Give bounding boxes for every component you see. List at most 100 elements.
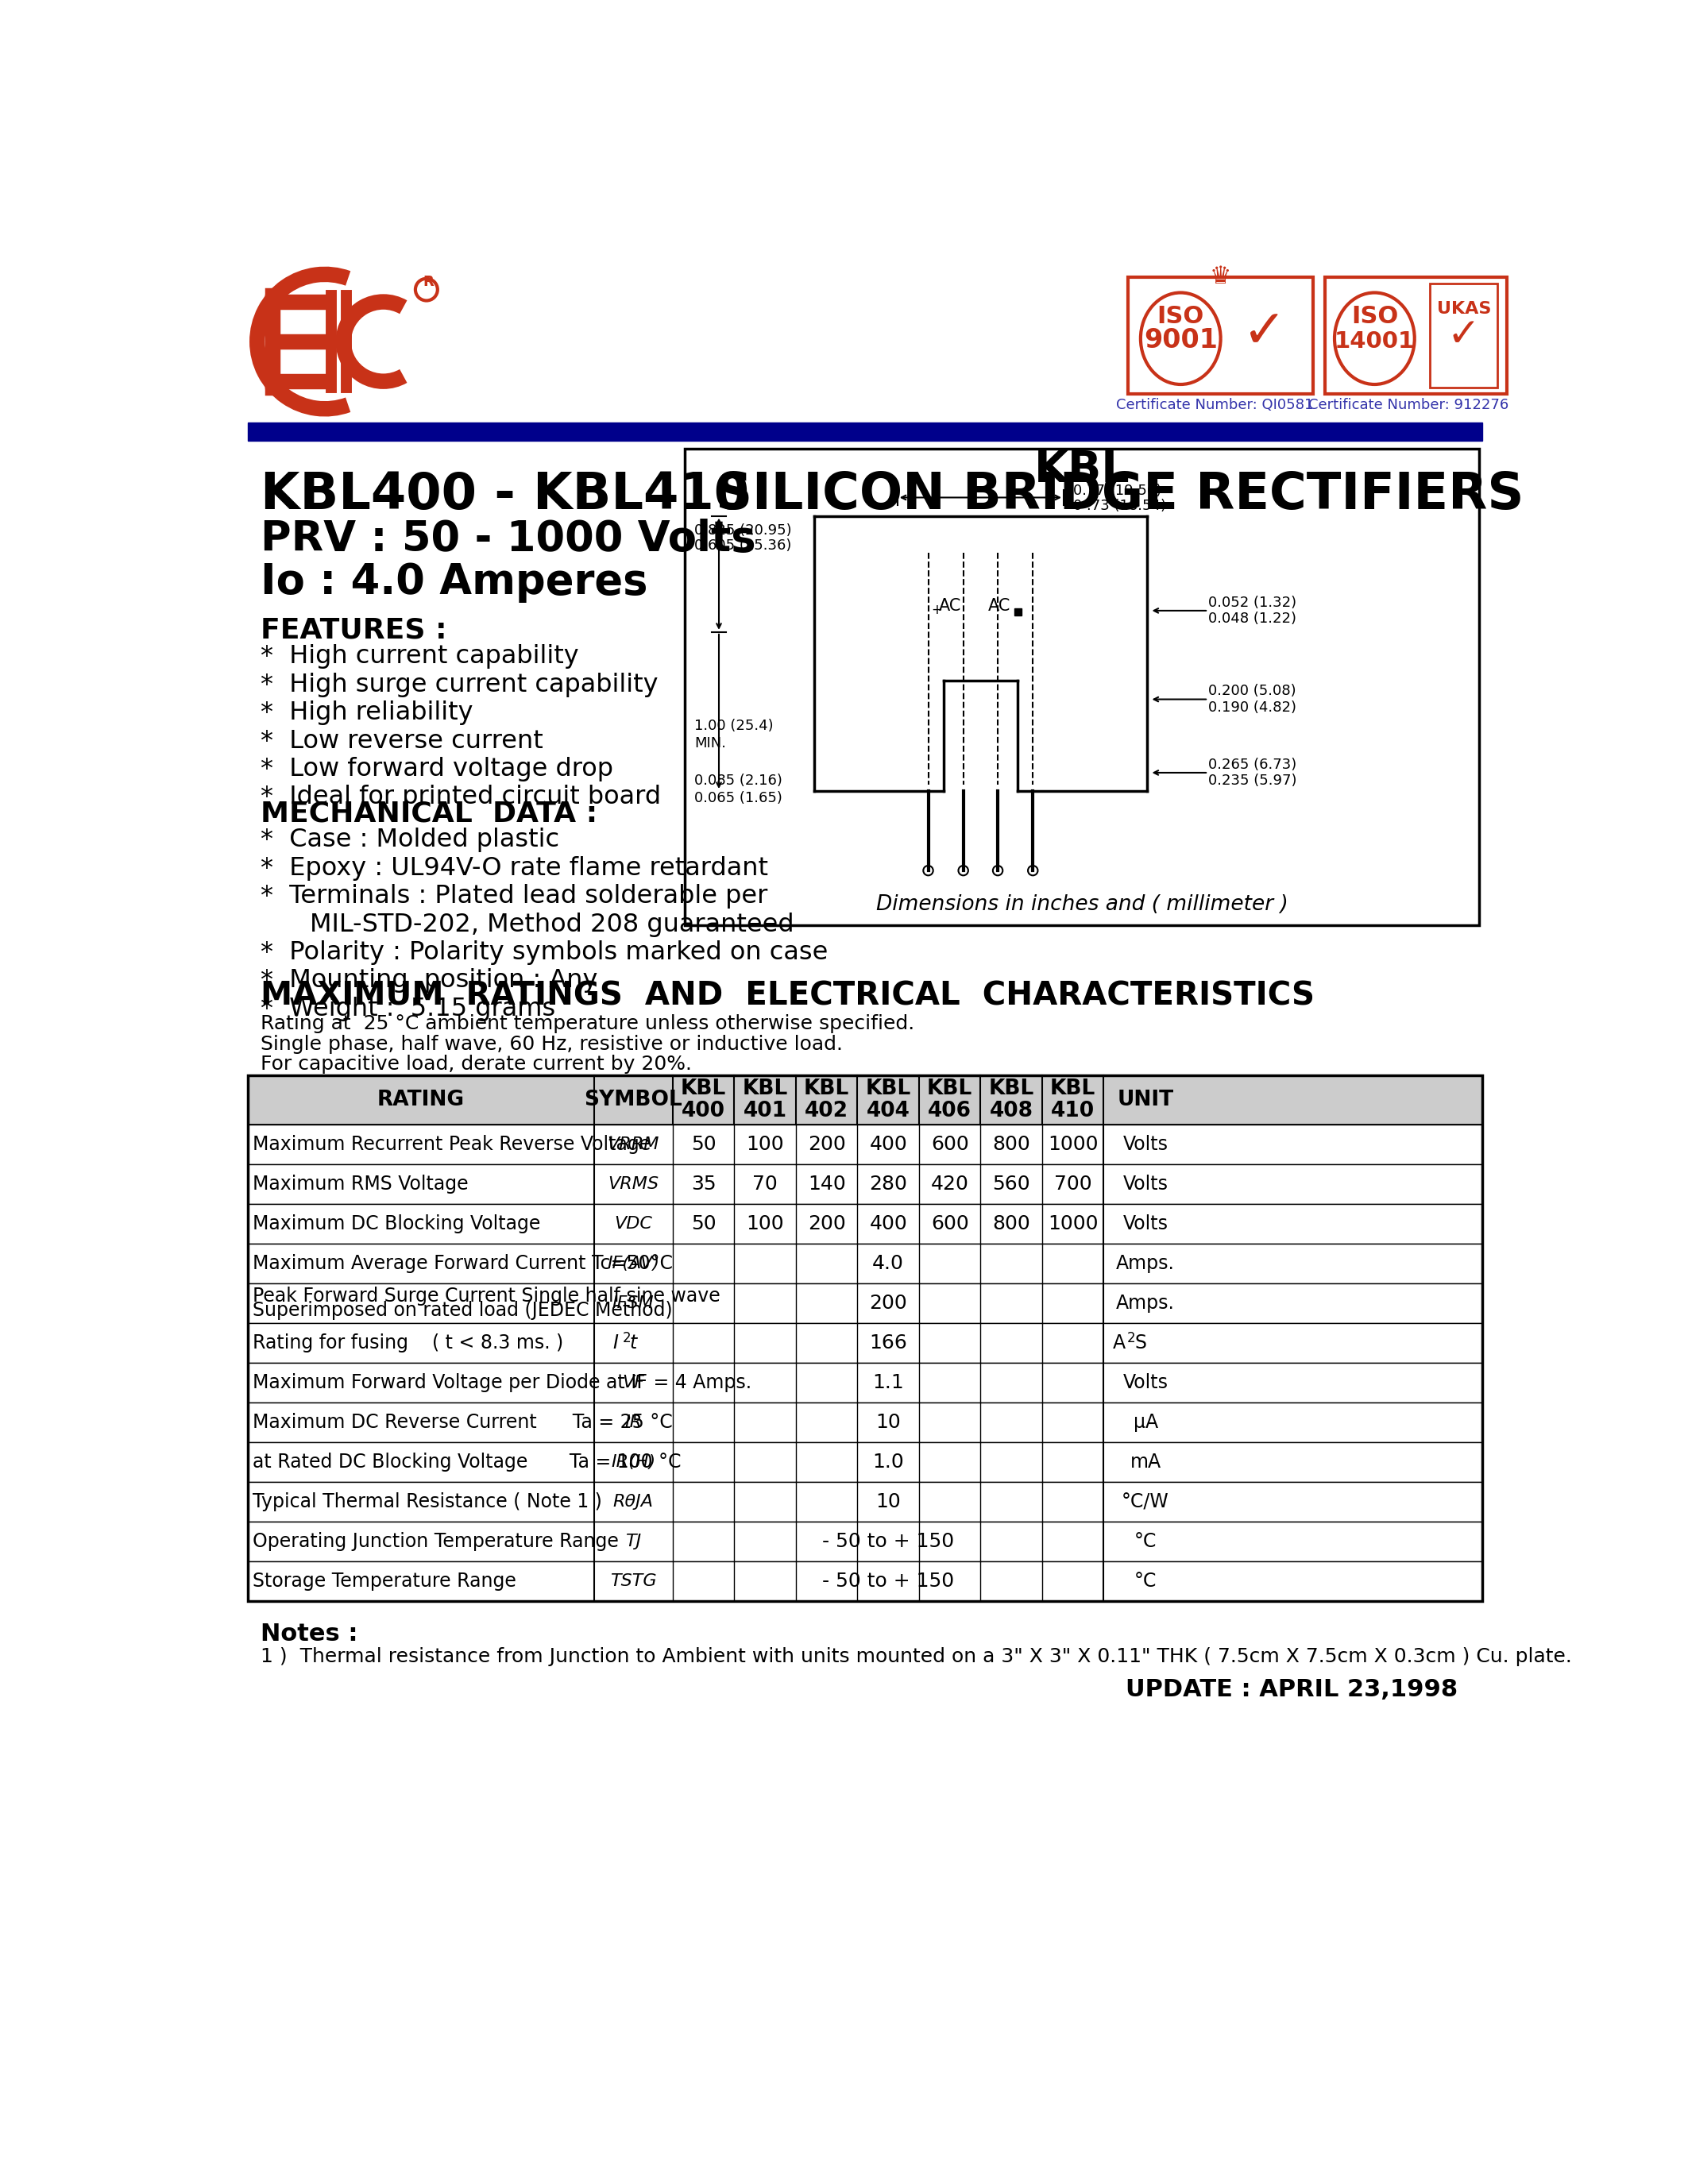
Text: Volts: Volts bbox=[1123, 1374, 1168, 1391]
Text: VRMS: VRMS bbox=[608, 1175, 658, 1192]
Text: - 50 to + 150: - 50 to + 150 bbox=[822, 1533, 954, 1551]
Text: Certificate Number: QI0581: Certificate Number: QI0581 bbox=[1116, 397, 1313, 413]
Text: 2: 2 bbox=[1128, 1330, 1136, 1345]
Bar bbox=[248, 422, 1482, 441]
Text: 35: 35 bbox=[690, 1175, 716, 1192]
Text: *  Weight :  5.15 grams: * Weight : 5.15 grams bbox=[260, 996, 555, 1022]
Bar bbox=[248, 1402, 1482, 1441]
Text: ♛: ♛ bbox=[1210, 264, 1232, 288]
Text: KBL
404: KBL 404 bbox=[866, 1079, 912, 1120]
Bar bbox=[248, 1203, 1482, 1243]
Text: Volts: Volts bbox=[1123, 1136, 1168, 1153]
Text: KBL400 - KBL410: KBL400 - KBL410 bbox=[260, 470, 749, 520]
Text: ISO: ISO bbox=[1156, 306, 1204, 328]
Text: UPDATE : APRIL 23,1998: UPDATE : APRIL 23,1998 bbox=[1126, 1677, 1458, 1701]
Text: IF(AV): IF(AV) bbox=[608, 1256, 660, 1271]
Text: Maximum Recurrent Peak Reverse Voltage: Maximum Recurrent Peak Reverse Voltage bbox=[253, 1136, 652, 1153]
Text: UKAS: UKAS bbox=[1436, 301, 1491, 317]
Text: ✓: ✓ bbox=[1242, 306, 1286, 358]
Bar bbox=[248, 1522, 1482, 1562]
Text: KBL
402: KBL 402 bbox=[803, 1079, 849, 1120]
Text: 200: 200 bbox=[807, 1214, 846, 1234]
Text: PRV : 50 - 1000 Volts: PRV : 50 - 1000 Volts bbox=[260, 520, 756, 561]
Bar bbox=[248, 1441, 1482, 1483]
Text: Maximum Forward Voltage per Diode at IF = 4 Amps.: Maximum Forward Voltage per Diode at IF … bbox=[253, 1374, 751, 1391]
Text: S: S bbox=[1134, 1334, 1146, 1352]
Text: 50: 50 bbox=[690, 1214, 716, 1234]
Text: VDC: VDC bbox=[614, 1216, 652, 1232]
Text: 560: 560 bbox=[993, 1175, 1030, 1192]
Text: Io : 4.0 Amperes: Io : 4.0 Amperes bbox=[260, 561, 648, 603]
Bar bbox=[248, 1483, 1482, 1522]
Text: 50: 50 bbox=[690, 1136, 716, 1153]
Bar bbox=[685, 448, 1479, 926]
Text: AC: AC bbox=[939, 598, 960, 614]
Text: *  Mounting  position : Any: * Mounting position : Any bbox=[260, 968, 598, 994]
Text: *  Ideal for printed circuit board: * Ideal for printed circuit board bbox=[260, 784, 660, 810]
Text: Maximum DC Blocking Voltage: Maximum DC Blocking Voltage bbox=[253, 1214, 540, 1234]
Text: IR(H): IR(H) bbox=[611, 1455, 655, 1470]
Text: VRRM: VRRM bbox=[608, 1136, 660, 1153]
Text: *  Low forward voltage drop: * Low forward voltage drop bbox=[260, 758, 613, 782]
Text: ISO: ISO bbox=[1350, 306, 1398, 328]
Bar bbox=[248, 1075, 1482, 1601]
Text: 0 .73 (18.54): 0 .73 (18.54) bbox=[1074, 498, 1166, 513]
Bar bbox=[248, 1284, 1482, 1324]
Text: *  Terminals : Plated lead solderable per: * Terminals : Plated lead solderable per bbox=[260, 885, 768, 909]
Text: 166: 166 bbox=[869, 1334, 906, 1352]
Text: 0.065 (1.65): 0.065 (1.65) bbox=[694, 791, 782, 806]
Text: °C: °C bbox=[1134, 1533, 1156, 1551]
Text: Volts: Volts bbox=[1123, 1175, 1168, 1192]
Text: 0.265 (6.73): 0.265 (6.73) bbox=[1209, 758, 1296, 771]
Text: 10: 10 bbox=[876, 1413, 901, 1433]
Text: Notes :: Notes : bbox=[260, 1623, 358, 1647]
Text: R: R bbox=[422, 275, 434, 288]
Text: MAXIMUM  RATINGS  AND  ELECTRICAL  CHARACTERISTICS: MAXIMUM RATINGS AND ELECTRICAL CHARACTER… bbox=[260, 981, 1315, 1013]
Text: °C/W: °C/W bbox=[1123, 1492, 1170, 1511]
Text: 10: 10 bbox=[876, 1492, 901, 1511]
Text: RθJA: RθJA bbox=[613, 1494, 653, 1509]
Text: 0.085 (2.16): 0.085 (2.16) bbox=[694, 773, 782, 788]
Text: KBL: KBL bbox=[1035, 450, 1129, 491]
Text: 1 )  Thermal resistance from Junction to Ambient with units mounted on a 3" X 3": 1 ) Thermal resistance from Junction to … bbox=[260, 1647, 1572, 1666]
Text: AC: AC bbox=[987, 598, 1009, 614]
Text: *  Epoxy : UL94V-O rate flame retardant: * Epoxy : UL94V-O rate flame retardant bbox=[260, 856, 768, 880]
Text: Volts: Volts bbox=[1123, 1214, 1168, 1234]
Text: Single phase, half wave, 60 Hz, resistive or inductive load.: Single phase, half wave, 60 Hz, resistiv… bbox=[260, 1035, 842, 1053]
Text: ✓: ✓ bbox=[1447, 317, 1480, 354]
Text: mA: mA bbox=[1129, 1452, 1161, 1472]
Text: 600: 600 bbox=[930, 1136, 969, 1153]
Text: 2: 2 bbox=[623, 1330, 631, 1345]
Text: IR: IR bbox=[625, 1415, 641, 1431]
Text: 4.0: 4.0 bbox=[873, 1254, 905, 1273]
Text: KBL
400: KBL 400 bbox=[680, 1079, 726, 1120]
Text: t: t bbox=[630, 1334, 636, 1352]
Text: Maximum RMS Voltage: Maximum RMS Voltage bbox=[253, 1175, 469, 1192]
Text: *  High current capability: * High current capability bbox=[260, 644, 579, 668]
Text: at Rated DC Blocking Voltage       Ta = 100 °C: at Rated DC Blocking Voltage Ta = 100 °C bbox=[253, 1452, 682, 1472]
Text: MECHANICAL  DATA :: MECHANICAL DATA : bbox=[260, 799, 598, 828]
Text: TJ: TJ bbox=[625, 1533, 641, 1551]
Text: 0.605 (15.36): 0.605 (15.36) bbox=[694, 539, 792, 553]
Text: 1.1: 1.1 bbox=[873, 1374, 905, 1391]
Text: Storage Temperature Range: Storage Temperature Range bbox=[253, 1572, 517, 1590]
Text: MIN.: MIN. bbox=[694, 736, 726, 749]
Text: μA: μA bbox=[1133, 1413, 1158, 1433]
Text: I: I bbox=[613, 1334, 618, 1352]
Bar bbox=[1325, 277, 1507, 393]
Text: 700: 700 bbox=[1053, 1175, 1092, 1192]
Text: 140: 140 bbox=[807, 1175, 846, 1192]
Text: 0.235 (5.97): 0.235 (5.97) bbox=[1209, 773, 1296, 788]
Text: A: A bbox=[1112, 1334, 1126, 1352]
Text: 1.00 (25.4): 1.00 (25.4) bbox=[694, 719, 773, 734]
Text: 0.048 (1.22): 0.048 (1.22) bbox=[1209, 612, 1296, 627]
Text: KBL
401: KBL 401 bbox=[743, 1079, 788, 1120]
Text: *  High reliability: * High reliability bbox=[260, 701, 473, 725]
Text: 400: 400 bbox=[869, 1136, 906, 1153]
Text: Superimposed on rated load (JEDEC Method): Superimposed on rated load (JEDEC Method… bbox=[253, 1302, 674, 1319]
Text: Dimensions in inches and ( millimeter ): Dimensions in inches and ( millimeter ) bbox=[876, 895, 1288, 915]
Text: Peak Forward Surge Current Single half sine wave: Peak Forward Surge Current Single half s… bbox=[253, 1286, 721, 1306]
Text: *  Case : Molded plastic: * Case : Molded plastic bbox=[260, 828, 559, 852]
Text: UNIT: UNIT bbox=[1117, 1090, 1173, 1109]
Bar bbox=[248, 1363, 1482, 1402]
